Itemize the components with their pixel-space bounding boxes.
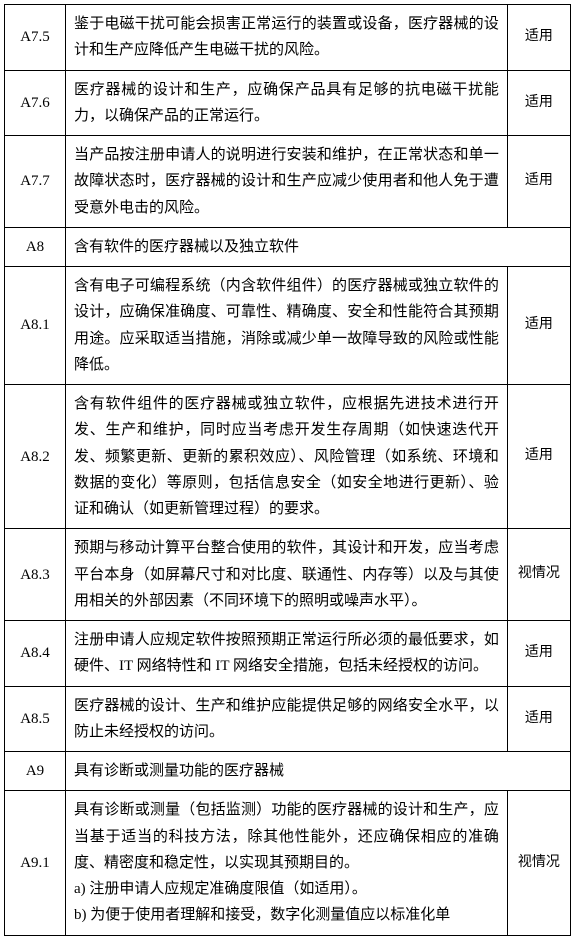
row-id: A8.5: [5, 686, 66, 752]
row-id: A9.1: [5, 791, 66, 935]
row-content: 医疗器械的设计和生产，应确保产品具有足够的抗电磁干扰能力，以确保产品的正常运行。: [66, 70, 508, 136]
row-content: 医疗器械的设计、生产和维护应能提供足够的网络安全水平，以防止未经授权的访问。: [66, 686, 508, 752]
row-content: 预期与移动计算平台整合使用的软件，其设计和开发，应当考虑平台本身（如屏幕尺寸和对…: [66, 529, 508, 621]
row-content-text: 医疗器械的设计和生产，应确保产品具有足够的抗电磁干扰能力，以确保产品的正常运行。: [74, 77, 499, 130]
row-status: 适用: [507, 686, 570, 752]
row-content-text: 注册申请人应规定软件按照预期正常运行所必须的最低要求，如硬件、IT 网络特性和 …: [74, 627, 499, 680]
table-row: A8.2含有软件组件的医疗器械或独立软件，应根据先进技术进行开发、生产和维护，同…: [5, 385, 571, 529]
row-content: 注册申请人应规定软件按照预期正常运行所必须的最低要求，如硬件、IT 网络特性和 …: [66, 621, 508, 687]
table-row: A7.5鉴于电磁干扰可能会损害正常运行的装置或设备，医疗器械的设计和生产应降低产…: [5, 5, 571, 71]
row-id: A7.6: [5, 70, 66, 136]
row-status: 适用: [507, 621, 570, 687]
row-status: 适用: [507, 385, 570, 529]
row-id: A7.7: [5, 136, 66, 228]
row-subitem: a) 注册申请人应规定准确度限值（如适用）。: [74, 876, 499, 902]
row-content: 含有软件组件的医疗器械或独立软件，应根据先进技术进行开发、生产和维护，同时应当考…: [66, 385, 508, 529]
row-content: 当产品按注册申请人的说明进行安装和维护，在正常状态和单一故障状态时，医疗器械的设…: [66, 136, 508, 228]
row-content-text: 鉴于电磁干扰可能会损害正常运行的装置或设备，医疗器械的设计和生产应降低产生电磁干…: [74, 11, 499, 64]
table-row: A8含有软件的医疗器械以及独立软件: [5, 227, 571, 266]
row-content: 具有诊断或测量（包括监测）功能的医疗器械的设计和生产，应当基于适当的科技方法，除…: [66, 791, 508, 935]
row-content: 鉴于电磁干扰可能会损害正常运行的装置或设备，医疗器械的设计和生产应降低产生电磁干…: [66, 5, 508, 71]
row-id: A9: [5, 752, 66, 791]
row-status: 适用: [507, 136, 570, 228]
row-status: 视情况: [507, 529, 570, 621]
row-content: 具有诊断或测量功能的医疗器械: [66, 752, 571, 791]
row-id: A8: [5, 227, 66, 266]
table-row: A8.3预期与移动计算平台整合使用的软件，其设计和开发，应当考虑平台本身（如屏幕…: [5, 529, 571, 621]
row-status: 适用: [507, 70, 570, 136]
table-row: A8.4注册申请人应规定软件按照预期正常运行所必须的最低要求，如硬件、IT 网络…: [5, 621, 571, 687]
row-id: A7.5: [5, 5, 66, 71]
row-status: 视情况: [507, 791, 570, 935]
row-id: A8.3: [5, 529, 66, 621]
row-id: A8.1: [5, 267, 66, 385]
row-id: A8.4: [5, 621, 66, 687]
row-content-text: 含有电子可编程系统（内含软件组件）的医疗器械或独立软件的设计，应确保准确度、可靠…: [74, 273, 499, 378]
row-content-text: 当产品按注册申请人的说明进行安装和维护，在正常状态和单一故障状态时，医疗器械的设…: [74, 142, 499, 221]
row-subitem: b) 为便于使用者理解和接受，数字化测量值应以标准化单: [74, 902, 499, 928]
table-row: A9.1具有诊断或测量（包括监测）功能的医疗器械的设计和生产，应当基于适当的科技…: [5, 791, 571, 935]
row-content-text: 含有软件组件的医疗器械或独立软件，应根据先进技术进行开发、生产和维护，同时应当考…: [74, 391, 499, 522]
row-content: 含有电子可编程系统（内含软件组件）的医疗器械或独立软件的设计，应确保准确度、可靠…: [66, 267, 508, 385]
row-content: 含有软件的医疗器械以及独立软件: [66, 227, 571, 266]
table-row: A8.1含有电子可编程系统（内含软件组件）的医疗器械或独立软件的设计，应确保准确…: [5, 267, 571, 385]
row-content-text: 预期与移动计算平台整合使用的软件，其设计和开发，应当考虑平台本身（如屏幕尺寸和对…: [74, 535, 499, 614]
table-row: A7.6医疗器械的设计和生产，应确保产品具有足够的抗电磁干扰能力，以确保产品的正…: [5, 70, 571, 136]
row-content-text: 医疗器械的设计、生产和维护应能提供足够的网络安全水平，以防止未经授权的访问。: [74, 693, 499, 746]
row-status: 适用: [507, 267, 570, 385]
table-row: A9具有诊断或测量功能的医疗器械: [5, 752, 571, 791]
row-content-text: 具有诊断或测量（包括监测）功能的医疗器械的设计和生产，应当基于适当的科技方法，除…: [74, 797, 499, 876]
row-status: 适用: [507, 5, 570, 71]
table-row: A8.5医疗器械的设计、生产和维护应能提供足够的网络安全水平，以防止未经授权的访…: [5, 686, 571, 752]
row-id: A8.2: [5, 385, 66, 529]
regulation-table: A7.5鉴于电磁干扰可能会损害正常运行的装置或设备，医疗器械的设计和生产应降低产…: [4, 4, 571, 936]
table-row: A7.7当产品按注册申请人的说明进行安装和维护，在正常状态和单一故障状态时，医疗…: [5, 136, 571, 228]
